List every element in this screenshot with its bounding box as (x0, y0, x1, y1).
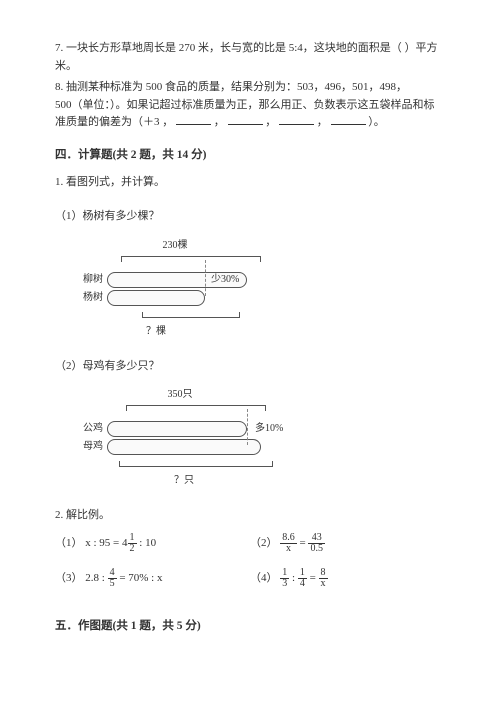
chart2-bar1 (107, 421, 247, 437)
blank-1 (176, 124, 211, 125)
section-5-title: 五．作图题(共 1 题，共 5 分) (55, 617, 445, 635)
s4-sub1: （1）杨树有多少棵？ (55, 208, 445, 226)
eq-2: （2） 8.6x = 430.5 (250, 533, 445, 554)
chart1-row1: 柳树 (75, 272, 275, 288)
eq-4: （4） 13 : 14 = 8x (250, 568, 445, 589)
eq-3: （3） 2.8 : 45 = 70% : x (55, 568, 250, 589)
chart1-row2: 杨树 (75, 290, 275, 306)
chart1-side: 少30% (211, 272, 239, 288)
chart1-top-brace: 230棵 (75, 238, 275, 270)
blank-3 (279, 124, 314, 125)
chart2-dashed (247, 409, 248, 445)
chart-2: 350只 公鸡 母鸡 多10% ？只 (75, 387, 285, 489)
chart1-bottom-brace: ？棵 (75, 308, 275, 340)
chart1-bar2 (107, 290, 205, 306)
chart1-dashed (205, 260, 206, 296)
chart2-top-brace: 350只 (75, 387, 285, 419)
q8-line3: 准质量的偏差为（＋3 ， ， ， ， ）。 (55, 114, 445, 132)
chart-1: 230棵 柳树 杨树 少30% ？棵 (75, 238, 275, 340)
chart2-row2: 母鸡 (75, 439, 285, 455)
chart2-row1: 公鸡 (75, 421, 285, 437)
s4-q1: 1. 看图列式，并计算。 (55, 174, 445, 192)
blank-4 (331, 124, 366, 125)
chart2-bar2 (107, 439, 261, 455)
equations-block: （1） x : 95 = 412 : 10 （2） 8.6x = 430.5 （… (55, 533, 445, 603)
blank-2 (228, 124, 263, 125)
chart2-bottom-brace: ？只 (75, 457, 285, 489)
question-7: 7. 一块长方形草地周长是 270 米，长与宽的比是 5:4，这块地的面积是（ … (55, 40, 445, 75)
s4-sub2: （2）母鸡有多少只？ (55, 358, 445, 376)
question-8: 8. 抽测某种标准为 500 食品的质量，结果分别为：503，496，501，4… (55, 79, 445, 132)
eq-1: （1） x : 95 = 412 : 10 (55, 533, 250, 554)
section-4-title: 四．计算题(共 2 题，共 14 分) (55, 146, 445, 164)
chart2-side: 多10% (255, 421, 283, 437)
q8-line1: 8. 抽测某种标准为 500 食品的质量，结果分别为：503，496，501，4… (55, 79, 445, 97)
s4-q2: 2. 解比例。 (55, 507, 445, 525)
q7-text-start: 7. 一块长方形草地周长是 270 米，长与宽的比是 5:4，这块地的面积是（ (55, 42, 402, 54)
q8-line2: 500（单位：）。如果记超过标准质量为正，那么用正、负数表示这五袋样品和标 (55, 97, 445, 115)
